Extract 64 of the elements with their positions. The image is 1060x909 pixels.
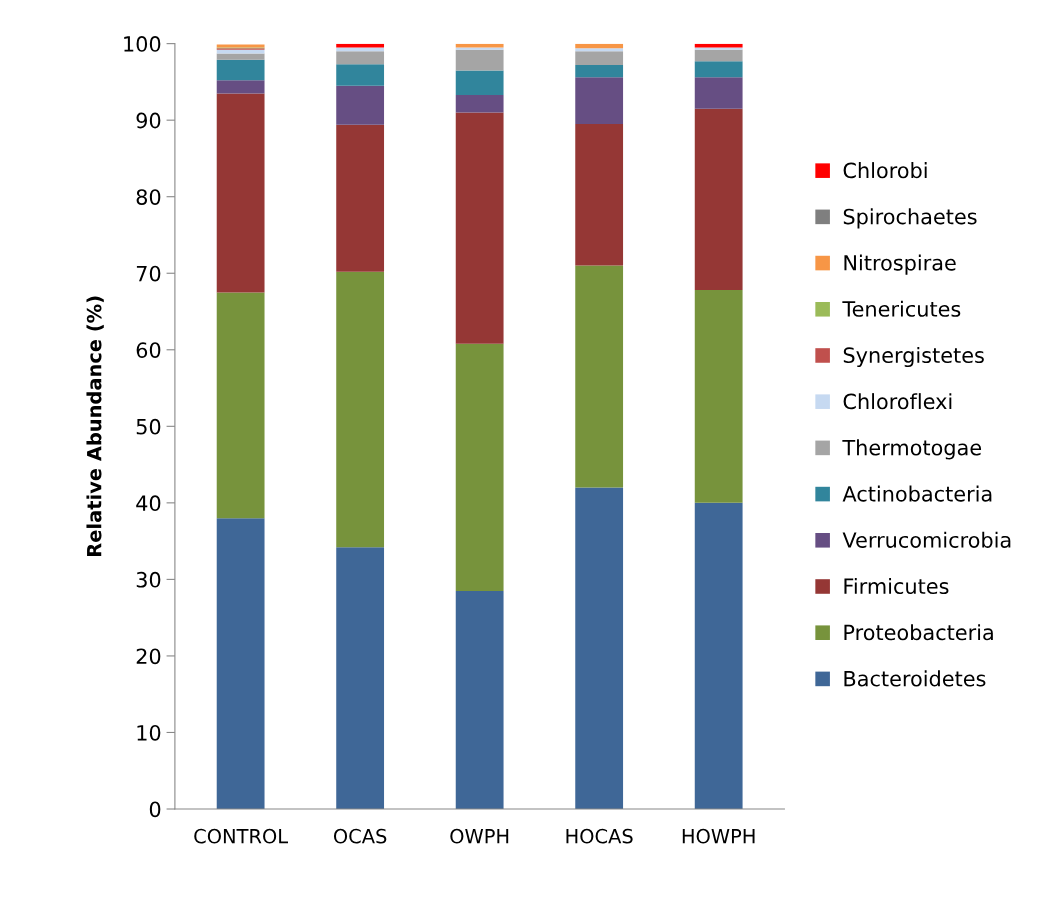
y-tick-label: 60 [136,342,161,358]
y-tick-label: 80 [136,189,161,205]
bar [216,518,265,810]
legend-label: Nitrospirae [844,254,956,275]
legend-label: Verrucomicrobia [842,531,1011,548]
bar [575,265,624,488]
y-tick-label: 10 [137,724,161,741]
bar [336,51,385,65]
x-tick-label: OCAS [333,828,387,844]
x-tick-label: HOWPH [682,828,755,844]
bar [575,48,624,52]
bar [216,93,265,293]
bar [336,85,385,125]
y-tick-label: 0 [149,801,161,818]
bar [575,65,624,78]
legend-label: Firmicutes [844,577,949,595]
bar [336,124,385,272]
bar [694,77,743,109]
bar [575,77,624,124]
bar [336,271,385,548]
y-tick-label: 30 [136,571,161,588]
bar [455,94,504,113]
legend-label: Synergistetes [843,346,984,368]
legend-label: Tenericutes [842,300,961,317]
bar [694,502,743,810]
bar [216,53,265,60]
x-tick-label: OWPH [450,828,509,844]
y-tick-label: 100 [124,36,161,52]
legend-label: Chloroflexi [843,393,952,410]
legend-label: Actinobacteria [842,485,992,502]
legend-label: Chlorobi [843,162,927,179]
bar [694,47,743,50]
bar [455,343,504,591]
bar [336,64,385,86]
bar [694,61,743,78]
bar [694,49,743,62]
y-tick-label: 40 [136,495,161,512]
legend-label: Proteobacteria [844,624,993,641]
x-tick-label: CONTROL [194,828,288,844]
bar [216,292,265,519]
bar [694,108,743,291]
legend-label: Bacteroidetes [844,670,986,687]
y-tick-label: 70 [136,265,161,282]
y-tick-label: 50 [136,418,161,435]
bar [216,59,265,81]
x-tick-label: HOCAS [566,828,633,844]
bar [455,47,504,50]
bar [216,80,265,94]
bar [455,49,504,71]
y-axis-title: Relative Abundance (%) [86,296,104,556]
bar [455,70,504,95]
bar [216,49,265,54]
legend-label: Thermotogae [842,439,982,460]
y-tick-label: 90 [136,112,161,129]
y-tick-label: 20 [136,648,161,665]
bar [575,487,624,810]
bar [455,590,504,810]
bar [694,290,743,503]
legend-label: Spirochaetes [843,208,977,229]
bar [575,51,624,66]
bar [336,547,385,810]
bar [455,112,504,344]
bar [575,124,624,266]
bar [336,47,385,52]
